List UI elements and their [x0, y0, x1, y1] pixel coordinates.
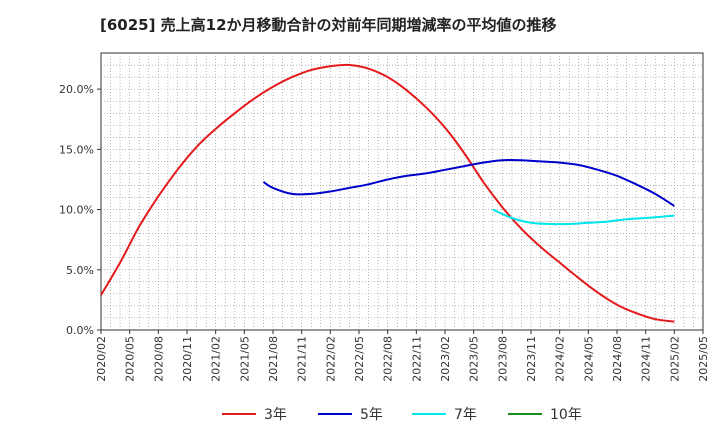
- legend-label-2: 7年: [454, 407, 477, 423]
- y-tick-label: 15.0%: [59, 143, 94, 156]
- x-tick-label: 2020/08: [152, 336, 165, 382]
- x-tick-label: 2025/05: [697, 336, 710, 382]
- legend-label-3: 10年: [550, 407, 582, 423]
- x-tick-label: 2024/11: [640, 336, 653, 382]
- x-tick-label: 2024/08: [611, 336, 624, 382]
- x-tick-label: 2022/11: [410, 336, 423, 382]
- x-tick-label: 2021/08: [267, 336, 280, 382]
- y-tick-label: 10.0%: [59, 204, 94, 217]
- x-tick-label: 2023/02: [439, 336, 452, 382]
- x-tick-label: 2020/11: [181, 336, 194, 382]
- series-line-0: [100, 63, 675, 323]
- y-tick-label: 5.0%: [66, 264, 94, 277]
- x-tick-label: 2022/05: [353, 336, 366, 382]
- x-tick-label: 2020/05: [124, 336, 137, 382]
- x-tick-label: 2024/02: [554, 336, 567, 382]
- x-tick-label: 2022/02: [324, 336, 337, 382]
- x-tick-label: 2021/11: [296, 336, 309, 382]
- x-tick-label: 2023/08: [496, 336, 509, 382]
- x-tick-label: 2022/08: [382, 336, 395, 382]
- x-tick-label: 2020/02: [95, 336, 108, 382]
- x-tick-label: 2023/05: [468, 336, 481, 382]
- x-tick-label: 2024/05: [582, 336, 595, 382]
- chart-title: [6025] 売上高12か月移動合計の対前年同期増減率の平均値の推移: [100, 16, 557, 34]
- x-tick-label: 2021/05: [238, 336, 251, 382]
- y-tick-label: 20.0%: [59, 83, 94, 96]
- x-tick-label: 2021/02: [210, 336, 223, 382]
- legend-label-1: 5年: [360, 407, 383, 423]
- series-line-2: [492, 208, 675, 226]
- x-tick-label: 2025/02: [668, 336, 681, 382]
- y-tick-label: 0.0%: [66, 324, 94, 337]
- plot-area: [100, 52, 704, 331]
- legend-label-0: 3年: [264, 407, 287, 423]
- x-tick-label: 2023/11: [525, 336, 538, 382]
- series-line-1: [262, 158, 675, 207]
